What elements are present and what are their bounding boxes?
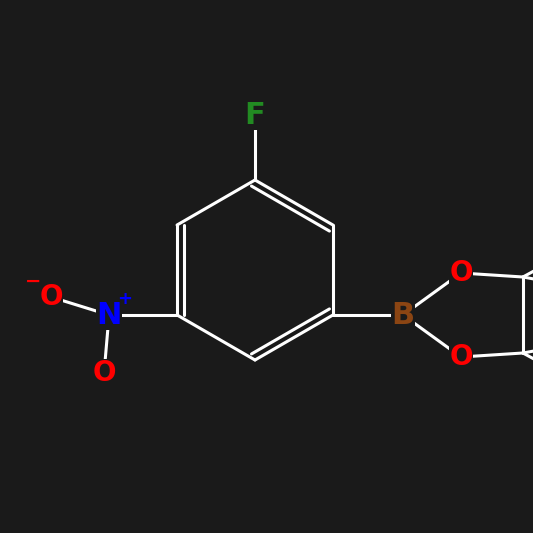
Text: O: O: [92, 359, 116, 387]
Text: −: −: [25, 271, 41, 290]
Text: O: O: [39, 283, 63, 311]
Text: N: N: [96, 301, 122, 329]
Text: O: O: [449, 259, 473, 287]
Text: +: +: [118, 290, 133, 308]
Text: B: B: [391, 301, 415, 329]
Text: O: O: [449, 343, 473, 371]
Text: F: F: [245, 101, 265, 130]
